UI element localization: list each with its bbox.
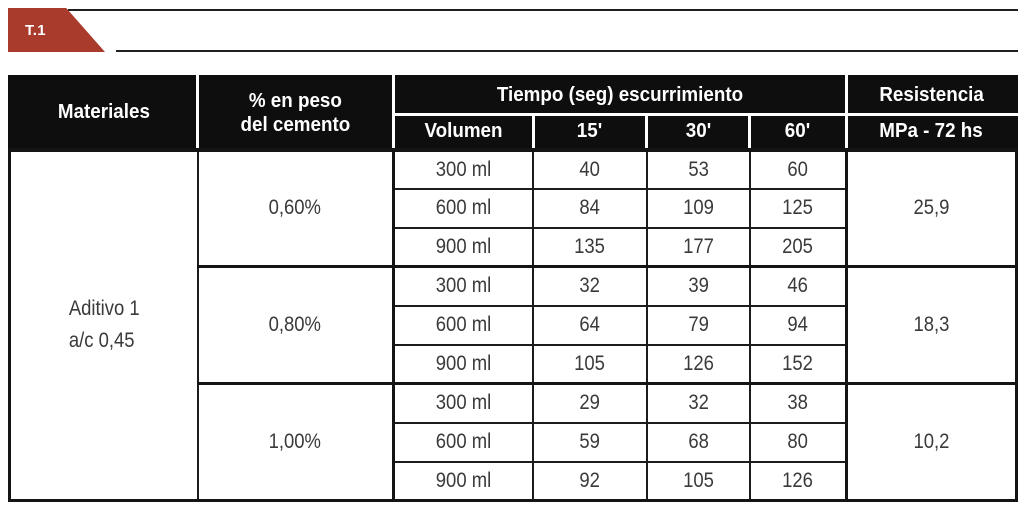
top-rule: [68, 9, 1018, 11]
time-60-cell: 60: [748, 147, 848, 190]
time-30-cell: 32: [645, 382, 751, 424]
volumen-cell: 900 ml: [391, 343, 535, 385]
volumen-cell: 300 ml: [391, 265, 535, 307]
bottom-rule: [116, 50, 1018, 52]
time-60-cell: 46: [748, 265, 848, 307]
header-mpa-72hs: MPa - 72 hs: [844, 113, 1019, 151]
table-number-label: T.1: [25, 21, 46, 39]
table-number-tab: T.1: [8, 8, 105, 52]
resistencia-cell: 10,2: [844, 382, 1018, 502]
time-15-cell: 64: [532, 304, 648, 346]
volumen-cell: 600 ml: [391, 421, 535, 463]
time-15-cell: 84: [532, 187, 648, 229]
time-60-cell: 152: [748, 343, 848, 385]
header-tiempo-escurrimiento: Tiempo (seg) escurrimiento: [391, 75, 848, 116]
volumen-cell: 900 ml: [391, 460, 535, 502]
time-15-cell: 135: [532, 226, 648, 268]
table-row: 900 ml 135 177 205: [10, 226, 1017, 268]
table-row: Aditivo 1 a/c 0,45 0,60% 300 ml 40 53 60…: [8, 147, 1018, 502]
time-15-cell: 29: [532, 382, 648, 424]
time-30-cell: 105: [645, 460, 751, 502]
data-table: Materiales % en peso del cemento Tiempo …: [7, 75, 1019, 502]
resistencia-cell: 18,3: [844, 265, 1018, 385]
header-peso-cemento: % en peso del cemento: [196, 75, 395, 151]
time-15-cell: 40: [532, 147, 648, 190]
time-30-cell: 79: [645, 304, 751, 346]
time-60-cell: 80: [748, 421, 848, 463]
time-30-cell: 39: [645, 265, 751, 307]
table-row: 1,00% 300 ml 29 32 38 10,2: [10, 382, 1018, 502]
time-30-cell: 68: [645, 421, 751, 463]
pct-cell: 0,80%: [196, 265, 395, 385]
table-row: 600 ml 84 109 125: [10, 187, 1017, 229]
volumen-cell: 600 ml: [391, 187, 535, 229]
material-cell: Aditivo 1 a/c 0,45: [8, 147, 199, 502]
time-15-cell: 105: [532, 343, 648, 385]
header-resistencia: Resistencia: [844, 75, 1019, 116]
pct-cell: 0,60%: [196, 147, 395, 268]
time-15-cell: 92: [532, 460, 648, 502]
table-row: 600 ml 64 79 94: [10, 304, 1017, 346]
header-30min: 30': [645, 113, 752, 151]
time-30-cell: 109: [645, 187, 751, 229]
volumen-cell: 300 ml: [391, 382, 535, 424]
pct-cell: 1,00%: [196, 382, 395, 502]
material-line2: a/c 0,45: [68, 329, 135, 353]
time-30-cell: 177: [645, 226, 751, 268]
time-60-cell: 125: [748, 187, 848, 229]
header-15min: 15': [531, 113, 649, 151]
material-line1: Aditivo 1: [68, 296, 140, 320]
time-15-cell: 59: [532, 421, 648, 463]
resistencia-cell: 25,9: [844, 147, 1018, 268]
volumen-cell: 900 ml: [391, 226, 535, 268]
volumen-cell: 300 ml: [391, 147, 535, 190]
time-30-cell: 126: [645, 343, 751, 385]
time-60-cell: 38: [748, 382, 848, 424]
table-row: 0,80% 300 ml 32 39 46 18,3: [10, 265, 1018, 385]
header-volumen: Volumen: [391, 113, 535, 151]
time-60-cell: 205: [748, 226, 848, 268]
table-row: 600 ml 59 68 80: [10, 421, 1017, 463]
time-60-cell: 126: [748, 460, 848, 502]
header-materiales: Materiales: [7, 75, 200, 151]
time-60-cell: 94: [748, 304, 848, 346]
table-row: 900 ml 92 105 126: [10, 460, 1017, 502]
table-row: 900 ml 105 126 152: [10, 343, 1017, 385]
time-15-cell: 32: [532, 265, 648, 307]
header-60min: 60': [748, 113, 848, 151]
time-30-cell: 53: [645, 147, 751, 190]
volumen-cell: 600 ml: [391, 304, 535, 346]
